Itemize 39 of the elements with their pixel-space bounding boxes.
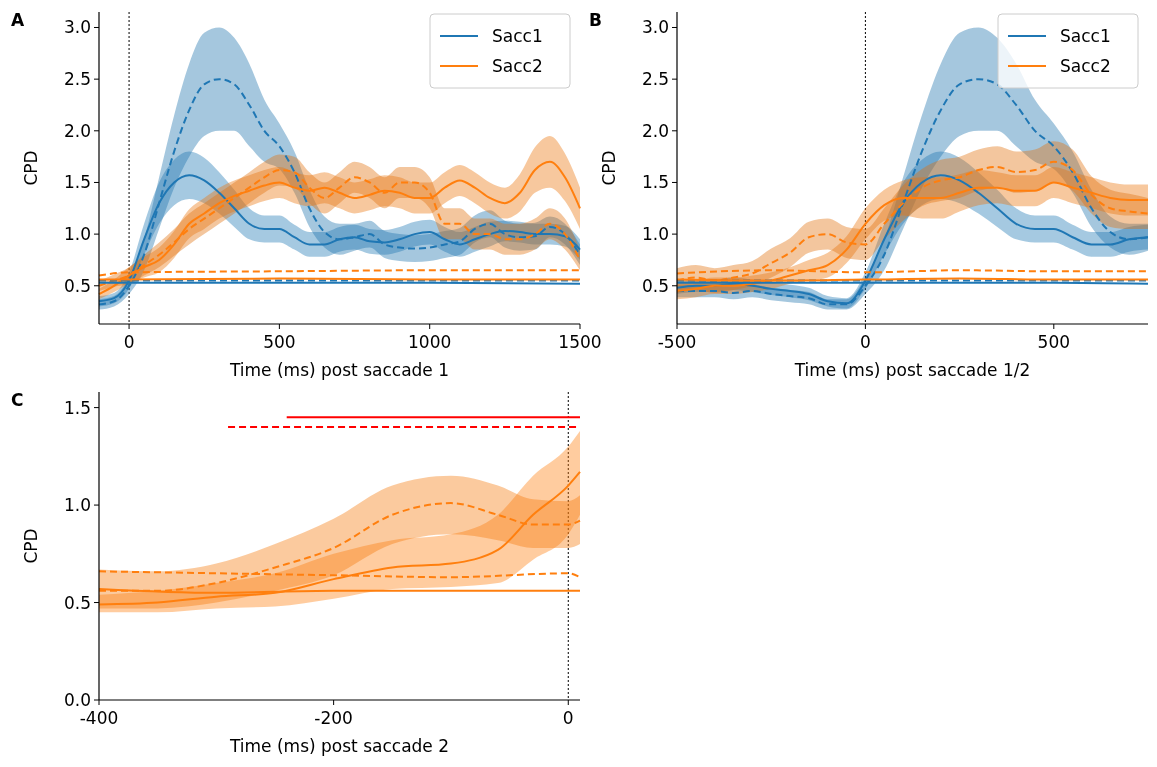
x-tick-label: 1500 xyxy=(558,332,602,352)
y-tick-label: 0.5 xyxy=(63,275,91,296)
x-axis-title: Time (ms) post saccade 1 xyxy=(228,360,450,380)
legend-label: Sacc1 xyxy=(492,26,543,46)
y-tick-label: 0.5 xyxy=(641,275,669,296)
x-tick-label: -400 xyxy=(79,708,119,728)
x-tick-label: 500 xyxy=(263,332,296,352)
y-tick-label: 3.0 xyxy=(641,17,669,38)
y-tick-label: 1.5 xyxy=(641,172,669,193)
legend-label: Sacc1 xyxy=(1060,26,1111,46)
y-tick-label: 2.0 xyxy=(641,120,669,141)
x-tick-label: -500 xyxy=(657,332,697,352)
y-axis-title: CPD xyxy=(21,528,41,564)
y-tick-label: 3.0 xyxy=(63,17,91,38)
x-axis-title: Time (ms) post saccade 1/2 xyxy=(793,360,1031,380)
y-tick-label: 1.5 xyxy=(63,172,91,193)
y-tick-label: 2.5 xyxy=(63,69,91,90)
legend-label: Sacc2 xyxy=(1060,56,1111,76)
text: A xyxy=(11,10,25,30)
x-tick-label: 0 xyxy=(859,332,871,352)
y-tick-label: 1.0 xyxy=(63,224,91,245)
y-tick-label: 0.0 xyxy=(63,690,91,710)
y-tick-label: 2.5 xyxy=(641,69,669,90)
text: C xyxy=(11,390,24,410)
y-axis-title: CPD xyxy=(21,150,41,186)
text: B xyxy=(589,10,602,30)
y-tick-label: 1.0 xyxy=(63,495,91,516)
x-tick-label: 1000 xyxy=(408,332,452,352)
y-tick-label: 0.5 xyxy=(63,592,91,613)
y-tick-label: 2.0 xyxy=(63,120,91,141)
x-axis-title: Time (ms) post saccade 2 xyxy=(228,736,450,756)
x-tick-label: 500 xyxy=(1037,332,1071,352)
y-tick-label: 1.0 xyxy=(641,224,669,245)
x-tick-label: 0 xyxy=(123,332,135,352)
x-tick-label: -200 xyxy=(314,708,353,728)
x-tick-label: 0 xyxy=(562,708,574,728)
y-tick-label: 1.5 xyxy=(63,397,91,418)
y-axis-title: CPD xyxy=(599,150,619,186)
legend-label: Sacc2 xyxy=(492,56,543,76)
